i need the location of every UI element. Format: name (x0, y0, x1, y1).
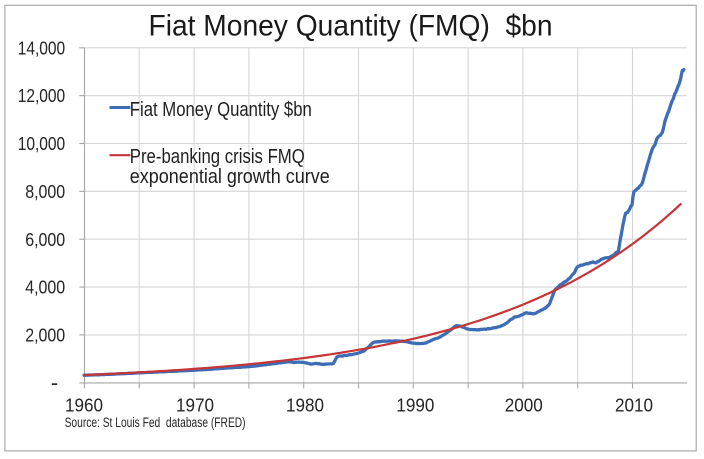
svg-text:1960: 1960 (65, 395, 103, 416)
svg-text:8,000: 8,000 (25, 182, 65, 202)
svg-text:1980: 1980 (286, 395, 324, 416)
svg-text:Pre-banking crisis FMQ: Pre-banking crisis FMQ (130, 146, 305, 168)
svg-text:Fiat Money Quantity (FMQ) $bn: Fiat Money Quantity (FMQ) $bn (149, 10, 553, 43)
svg-text:1990: 1990 (396, 395, 434, 416)
svg-text:10,000: 10,000 (18, 134, 66, 154)
svg-text:Fiat Money Quantity $bn: Fiat Money Quantity $bn (130, 99, 312, 121)
svg-text:2,000: 2,000 (25, 326, 65, 346)
svg-text:2010: 2010 (615, 395, 653, 416)
svg-text:exponential growth curve: exponential growth curve (130, 166, 330, 188)
svg-text:12,000: 12,000 (18, 86, 66, 106)
svg-text:4,000: 4,000 (25, 278, 65, 298)
svg-text:2000: 2000 (505, 395, 543, 416)
svg-text:Source: St Louis Fed database: Source: St Louis Fed database (FRED) (65, 415, 246, 430)
svg-text:6,000: 6,000 (25, 230, 65, 250)
svg-text:1970: 1970 (176, 395, 214, 416)
svg-text:14,000: 14,000 (18, 38, 66, 58)
